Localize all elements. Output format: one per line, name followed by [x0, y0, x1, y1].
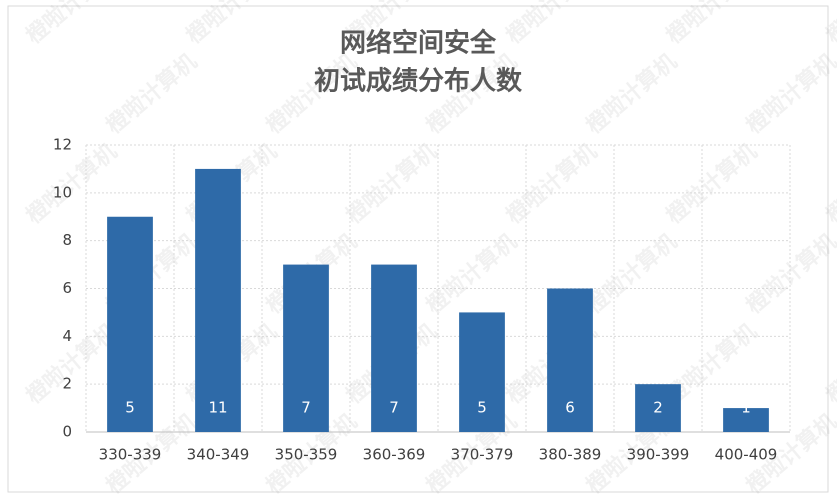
y-tick-label: 0 — [62, 423, 72, 441]
data-label: 11 — [208, 399, 227, 417]
x-tick-label: 360-369 — [363, 446, 426, 464]
bar — [283, 264, 329, 432]
bar — [371, 264, 417, 432]
x-tick-label: 330-339 — [99, 446, 162, 464]
bar — [547, 288, 593, 432]
x-tick-label: 380-389 — [539, 446, 602, 464]
x-tick-label: 400-409 — [715, 446, 778, 464]
y-tick-label: 10 — [53, 183, 72, 201]
chart-title: 网络空间安全 — [340, 28, 497, 59]
bar — [635, 384, 681, 432]
bar — [723, 408, 769, 432]
data-label: 7 — [301, 399, 311, 417]
y-tick-label: 6 — [62, 279, 72, 297]
data-label: 5 — [125, 399, 135, 417]
bar — [459, 312, 505, 432]
data-label: 2 — [653, 399, 663, 417]
y-tick-label: 12 — [53, 136, 72, 154]
y-tick-label: 4 — [62, 327, 72, 345]
data-label: 6 — [565, 399, 575, 417]
data-label: 5 — [477, 399, 487, 417]
bar — [195, 168, 241, 432]
x-tick-label: 340-349 — [187, 446, 250, 464]
data-label: 1 — [741, 399, 751, 417]
data-label: 7 — [389, 399, 399, 417]
x-tick-label: 390-399 — [627, 446, 690, 464]
chart-title: 初试成绩分布人数 — [314, 67, 523, 97]
x-tick-label: 370-379 — [451, 446, 514, 464]
y-tick-label: 8 — [62, 231, 72, 249]
bar — [107, 216, 153, 432]
x-tick-label: 350-359 — [275, 446, 338, 464]
y-tick-label: 2 — [62, 375, 72, 393]
